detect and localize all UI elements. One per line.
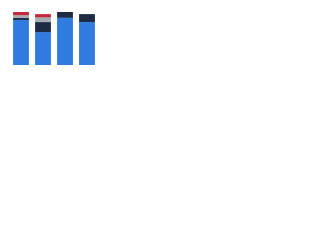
bar-segment: [57, 12, 73, 18]
bar-segment: [35, 17, 51, 23]
bar-segment: [35, 22, 51, 33]
bar-segment: [79, 14, 95, 23]
bar-segment: [13, 12, 29, 16]
chart: [13, 12, 95, 65]
bar-segment: [35, 14, 51, 18]
bar-segment: [57, 17, 73, 65]
bar-segment: [35, 32, 51, 65]
bar-segment: [13, 15, 29, 18]
bar-segment: [79, 22, 95, 65]
bar-segment: [13, 17, 29, 20]
bar-segment: [13, 19, 29, 65]
